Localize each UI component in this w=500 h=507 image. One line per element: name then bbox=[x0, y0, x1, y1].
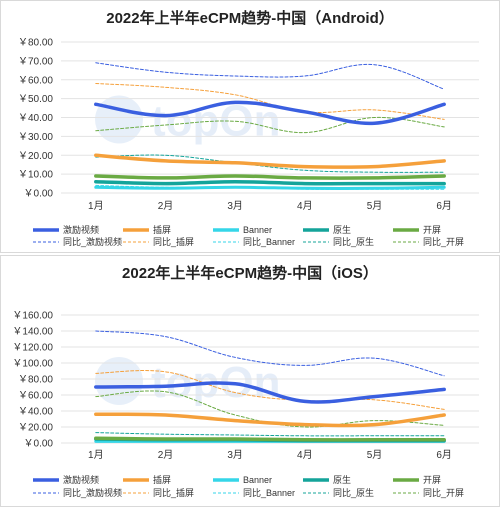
legend-label: 同比_原生 bbox=[333, 236, 374, 247]
series-line-1 bbox=[94, 100, 446, 126]
legend-item: 原生 bbox=[303, 224, 351, 235]
legend-item: 原生 bbox=[303, 474, 351, 485]
y-tick-label: ￥10.00 bbox=[18, 170, 53, 181]
series-line-5 bbox=[94, 174, 446, 180]
series-line-9 bbox=[95, 432, 445, 437]
y-tick-label: ￥70.00 bbox=[18, 56, 53, 67]
y-tick-label: ￥20.00 bbox=[18, 423, 53, 434]
y-tick-label: ￥60.00 bbox=[18, 75, 53, 86]
legend-item: Banner bbox=[213, 225, 272, 235]
y-tick-label: ￥40.00 bbox=[18, 113, 53, 124]
x-tick-label: 2月 bbox=[158, 449, 174, 461]
legend-label: 同比_开屏 bbox=[423, 487, 464, 498]
ios-ecpm-chart: 2022年上半年eCPM趋势-中国（iOS） topOn ￥0.00 ￥20.00 ￥4… bbox=[12, 264, 479, 498]
series-line-9 bbox=[95, 154, 445, 173]
x-tick-label: 4月 bbox=[297, 449, 313, 461]
legend-label: Banner bbox=[243, 225, 272, 235]
y-tick-label: ￥50.00 bbox=[18, 94, 53, 105]
chart-title: 2022年上半年eCPM趋势-中国（iOS） bbox=[122, 264, 378, 282]
x-tick-label: 6月 bbox=[436, 200, 452, 212]
legend-label: 同比_激励视频 bbox=[63, 487, 122, 498]
android-ecpm-chart: 2022年上半年eCPM趋势-中国（Android）topOn￥0.00￥10.… bbox=[18, 9, 479, 247]
y-tick-label: ￥100.00 bbox=[12, 359, 53, 370]
legend-item: 同比_插屏 bbox=[123, 487, 194, 498]
legend-label: Banner bbox=[243, 475, 272, 485]
legend-label: 开屏 bbox=[423, 225, 441, 235]
series-line-1 bbox=[94, 381, 446, 404]
legend-label: 同比_插屏 bbox=[153, 236, 194, 247]
x-tick-label: 3月 bbox=[227, 449, 243, 461]
legend-label: 同比_插屏 bbox=[153, 487, 194, 498]
legend-item: 同比_开屏 bbox=[393, 487, 464, 498]
legend-label: 原生 bbox=[333, 224, 351, 235]
x-tick-label: 5月 bbox=[367, 200, 383, 212]
y-tick-label: ￥0.00 bbox=[24, 439, 54, 450]
y-tick-label: ￥20.00 bbox=[18, 151, 53, 162]
x-tick-label: 1月 bbox=[88, 200, 104, 212]
legend-label: 同比_Banner bbox=[243, 236, 295, 247]
y-tick-label: ￥80.00 bbox=[18, 375, 53, 386]
series-line-3 bbox=[94, 185, 446, 190]
legend-item: 同比_原生 bbox=[303, 487, 374, 498]
legend-label: 同比_Banner bbox=[243, 487, 295, 498]
chart-title: 2022年上半年eCPM趋势-中国（Android） bbox=[106, 9, 394, 27]
series-line-6 bbox=[95, 330, 445, 377]
legend-item: 同比_Banner bbox=[213, 487, 295, 498]
legend-label: 开屏 bbox=[423, 475, 441, 485]
x-tick-label: 4月 bbox=[297, 200, 313, 212]
series-line-2 bbox=[94, 412, 446, 428]
legend-item: 插屏 bbox=[123, 224, 171, 235]
legend-item: 同比_插屏 bbox=[123, 236, 194, 247]
legend-item: 同比_开屏 bbox=[393, 236, 464, 247]
series-line-6 bbox=[95, 62, 445, 90]
ios-chart-panel: 2022年上半年eCPM趋势-中国（iOS） topOn ￥0.00 ￥20.00 ￥4… bbox=[0, 255, 500, 507]
y-tick-label: ￥140.00 bbox=[12, 327, 53, 338]
watermark-logo: topOn bbox=[95, 357, 281, 407]
series-line-4 bbox=[94, 179, 446, 186]
legend-item: 同比_激励视频 bbox=[33, 487, 122, 498]
x-tick-label: 5月 bbox=[367, 449, 383, 461]
x-tick-label: 6月 bbox=[436, 449, 452, 461]
y-tick-label: ￥0.00 bbox=[24, 189, 54, 200]
legend-label: 原生 bbox=[333, 474, 351, 485]
legend-item: 同比_原生 bbox=[303, 236, 374, 247]
series-line-7 bbox=[95, 370, 445, 410]
legend-label: 同比_原生 bbox=[333, 487, 374, 498]
x-tick-label: 3月 bbox=[227, 200, 243, 212]
y-tick-label: ￥40.00 bbox=[18, 407, 53, 418]
legend-label: 同比_开屏 bbox=[423, 236, 464, 247]
x-tick-label: 2月 bbox=[158, 200, 174, 212]
legend-item: 激励视频 bbox=[33, 474, 99, 485]
legend-label: 插屏 bbox=[153, 474, 171, 485]
x-tick-label: 1月 bbox=[88, 449, 104, 461]
legend-label: 同比_激励视频 bbox=[63, 236, 122, 247]
legend-label: 插屏 bbox=[153, 224, 171, 235]
legend-item: 激励视频 bbox=[33, 224, 99, 235]
y-tick-label: ￥160.00 bbox=[12, 311, 53, 322]
legend-item: 开屏 bbox=[393, 225, 441, 235]
legend-label: 激励视频 bbox=[63, 474, 99, 485]
android-chart-panel: 2022年上半年eCPM趋势-中国（Android） topOn ￥0.00 ￥10.… bbox=[0, 0, 500, 253]
legend-label: 激励视频 bbox=[63, 224, 99, 235]
y-tick-label: ￥120.00 bbox=[12, 343, 53, 354]
legend-item: Banner bbox=[213, 475, 272, 485]
series-line-10 bbox=[95, 116, 445, 134]
series-line-2 bbox=[94, 153, 446, 169]
legend-item: 同比_激励视频 bbox=[33, 236, 122, 247]
series-line-5 bbox=[94, 436, 446, 442]
legend-item: 开屏 bbox=[393, 475, 441, 485]
legend-item: 插屏 bbox=[123, 474, 171, 485]
y-tick-label: ￥30.00 bbox=[18, 132, 53, 143]
y-tick-label: ￥80.00 bbox=[18, 38, 53, 49]
y-tick-label: ￥60.00 bbox=[18, 391, 53, 402]
legend-item: 同比_Banner bbox=[213, 236, 295, 247]
series-line-10 bbox=[95, 390, 445, 428]
